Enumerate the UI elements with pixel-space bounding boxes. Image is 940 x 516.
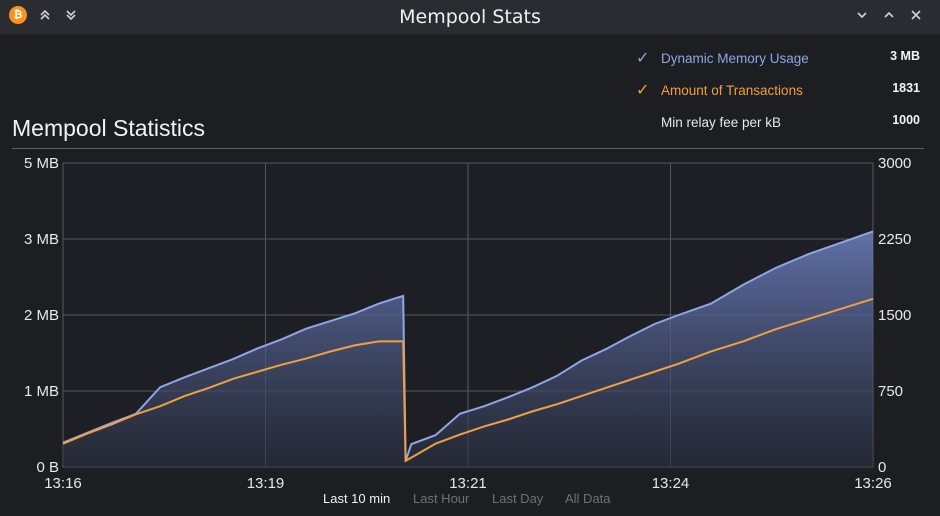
mempool-chart: 5 MB 3 MB 2 MB 1 MB 0 B 3000 2250 1500 750 0 13:16… <box>24 155 911 492</box>
maximize-button[interactable] <box>879 5 899 25</box>
legend-item-transactions[interactable]: ✓ Amount of Transactions 1831 <box>636 80 926 102</box>
close-button[interactable] <box>906 5 926 25</box>
y-right-tick-label: 3000 <box>878 155 911 172</box>
y-right-tick-label: 0 <box>878 459 886 476</box>
y-right-tick-label: 2250 <box>878 231 911 248</box>
window-title: Mempool Stats <box>399 6 541 28</box>
bitcoin-icon: ₿ <box>9 6 27 24</box>
x-tick-label: 13:21 <box>449 475 487 492</box>
memory-area <box>63 231 873 467</box>
x-tick-label: 13:24 <box>652 475 690 492</box>
title-bar: ₿ Mempool Stats <box>0 0 940 35</box>
y-left-tick-label: 0 B <box>36 459 59 476</box>
y-left-tick-label: 3 MB <box>24 231 59 248</box>
legend-item-memory[interactable]: ✓ Dynamic Memory Usage 3 MB <box>636 48 926 70</box>
y-left-tick-label: 5 MB <box>24 155 59 172</box>
memory-line <box>62 230 874 462</box>
legend-value-transactions: 1831 <box>892 81 920 95</box>
stats-content: 5 MB 3 MB 2 MB 1 MB 0 B 3000 2250 1500 750 0 13:16… <box>0 35 940 516</box>
chevrons-down-icon <box>66 10 76 21</box>
transactions-line <box>62 297 874 463</box>
keep-above-button[interactable] <box>35 5 55 25</box>
x-tick-label: 13:16 <box>44 475 82 492</box>
legend-label-memory: Dynamic Memory Usage <box>661 51 809 66</box>
range-all-data[interactable]: All Data <box>565 491 611 506</box>
legend-value-minrelayfee: 1000 <box>892 113 920 127</box>
legend-label-minrelayfee: Min relay fee per kB <box>661 115 782 130</box>
y-right-tick-label: 750 <box>878 383 903 400</box>
chevrons-up-icon <box>40 9 50 20</box>
checkmark-icon[interactable]: ✓ <box>636 48 650 67</box>
legend-item-minrelayfee[interactable]: Min relay fee per kB 1000 <box>636 112 926 134</box>
y-left-tick-label: 1 MB <box>24 383 59 400</box>
chart-heading: Mempool Statistics <box>12 115 206 141</box>
legend-value-memory: 3 MB <box>890 49 920 63</box>
range-last-10-min[interactable]: Last 10 min <box>323 491 391 506</box>
range-last-hour[interactable]: Last Hour <box>413 491 470 506</box>
y-right-tick-label: 1500 <box>878 307 911 324</box>
chevron-down-icon <box>857 12 867 19</box>
x-tick-label: 13:19 <box>247 475 285 492</box>
range-last-day[interactable]: Last Day <box>492 491 544 506</box>
legend-label-transactions: Amount of Transactions <box>661 83 803 98</box>
x-tick-label: 13:26 <box>854 475 892 492</box>
y-left-tick-label: 2 MB <box>24 307 59 324</box>
keep-below-button[interactable] <box>61 5 81 25</box>
close-icon <box>911 10 921 20</box>
heading-divider <box>12 148 924 149</box>
chevron-up-icon <box>884 11 894 18</box>
checkmark-icon[interactable]: ✓ <box>636 80 650 99</box>
minimize-button[interactable] <box>852 5 872 25</box>
